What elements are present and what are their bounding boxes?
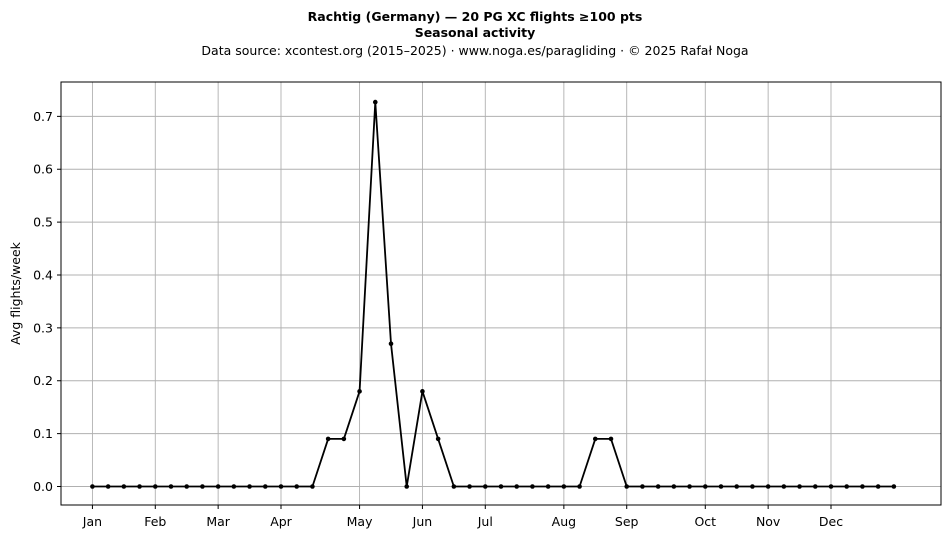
data-point (451, 484, 457, 489)
data-point (718, 484, 724, 489)
x-tick-label: Oct (694, 514, 716, 529)
data-point (372, 99, 378, 105)
data-point (891, 484, 897, 489)
data-point (184, 484, 190, 489)
x-tick-label: Apr (270, 514, 292, 529)
data-point (498, 484, 504, 489)
data-point (357, 389, 362, 394)
data-point (467, 484, 472, 489)
data-source-note: Data source: xcontest.org (2015–2025) · … (201, 43, 749, 58)
x-tick-label: Aug (552, 514, 576, 529)
data-point (545, 484, 551, 489)
data-point (734, 484, 740, 489)
data-point (90, 484, 95, 489)
data-point (420, 389, 425, 394)
data-point (121, 484, 127, 489)
x-tick-label: Jun (412, 514, 433, 529)
data-point (875, 484, 881, 489)
data-point (294, 484, 300, 489)
data-point (624, 484, 630, 489)
data-point (325, 436, 331, 442)
y-tick-label: 0.6 (33, 162, 53, 177)
data-point (404, 484, 410, 489)
data-point (482, 484, 488, 489)
data-point (388, 341, 394, 347)
data-point (247, 484, 252, 489)
data-point (608, 436, 614, 442)
data-point (687, 484, 692, 489)
data-point (278, 484, 284, 489)
y-tick-label: 0.7 (33, 109, 53, 124)
x-tick-label: Sep (615, 514, 639, 529)
series-line-group (90, 99, 897, 489)
data-point (860, 484, 865, 489)
data-point (341, 436, 347, 442)
x-tick-label: Dec (819, 514, 843, 529)
data-point (655, 484, 661, 489)
x-tick-label: Mar (206, 514, 230, 529)
data-point (592, 436, 598, 442)
y-tick-label: 0.5 (33, 215, 53, 230)
data-point (640, 484, 645, 489)
data-point (750, 484, 755, 489)
y-tick-label: 0.0 (33, 479, 53, 494)
data-point (310, 484, 315, 489)
data-point (137, 484, 142, 489)
x-tick-label: Feb (144, 514, 166, 529)
data-point (262, 484, 268, 489)
data-point (828, 484, 834, 489)
y-tick-label: 0.4 (33, 267, 53, 282)
plot-frame (60, 81, 942, 506)
x-tick-label: Jan (82, 514, 102, 529)
data-point (561, 484, 567, 489)
x-tick-label: May (347, 514, 373, 529)
data-point (514, 484, 520, 489)
data-point (797, 484, 802, 489)
data-point (530, 484, 535, 489)
data-point (105, 484, 111, 489)
y-tick-label: 0.1 (33, 426, 53, 441)
data-point (435, 436, 441, 442)
data-point (781, 484, 787, 489)
x-tick-label: Nov (756, 514, 781, 529)
x-tick-label: Jul (477, 514, 493, 529)
y-tick-label: 0.3 (33, 320, 53, 335)
grid-lines (61, 82, 941, 505)
data-point (152, 484, 158, 489)
axis-ticks: 0.0 0.1 0.2 0.3 0.4 0.5 0.6 0.7 Jan Feb Mar Apr May J… (33, 109, 843, 529)
data-point (671, 484, 677, 489)
data-point (812, 484, 818, 489)
y-axis-label: Avg flights/week (8, 241, 23, 345)
data-point (765, 484, 771, 489)
data-point (168, 484, 174, 489)
series-line (92, 101, 894, 488)
data-point (702, 484, 708, 489)
data-point (844, 484, 850, 489)
data-point (231, 484, 237, 489)
chart-subtitle: Seasonal activity (414, 25, 536, 40)
data-point (200, 484, 205, 489)
y-tick-label: 0.2 (33, 373, 53, 388)
data-point (577, 484, 582, 489)
data-point (215, 484, 221, 489)
chart-title: Rachtig (Germany) — 20 PG XC flights ≥10… (307, 9, 643, 24)
